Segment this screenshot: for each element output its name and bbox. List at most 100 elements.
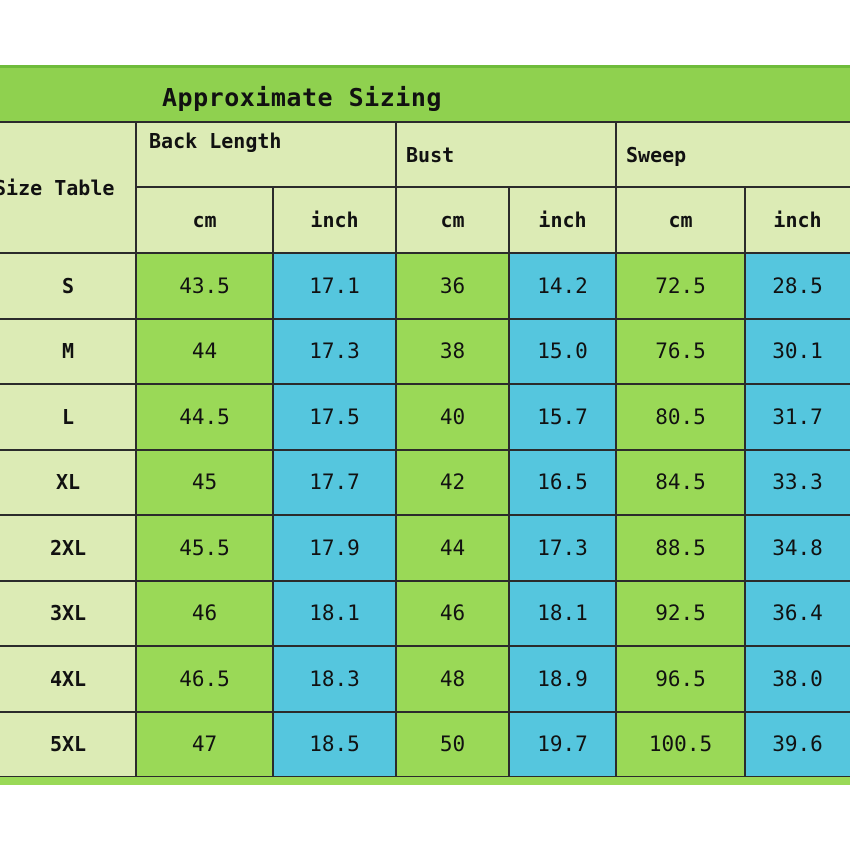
table-cell-text: 36.4 bbox=[772, 601, 823, 626]
bottom-strip bbox=[0, 777, 850, 785]
table-cell: 36.4 bbox=[745, 580, 850, 646]
table-cell: 46 bbox=[396, 580, 509, 646]
table-cell-text: 36 bbox=[439, 273, 466, 298]
table-cell-text: 46 bbox=[439, 601, 466, 626]
title-banner: Approximate Sizing bbox=[0, 65, 850, 123]
unit-header-cm: cm bbox=[616, 187, 745, 253]
size-label: XL bbox=[0, 449, 136, 515]
unit-header-cm-text: cm bbox=[440, 208, 465, 232]
unit-header-cm-text: cm bbox=[668, 208, 693, 232]
table-cell-text: 76.5 bbox=[655, 339, 706, 364]
table-cell: 19.7 bbox=[509, 711, 616, 777]
size-table-corner: Size Table bbox=[0, 123, 136, 253]
table-cell-text: 100.5 bbox=[648, 732, 713, 757]
table-cell: 17.7 bbox=[273, 449, 396, 515]
table-cell: 84.5 bbox=[616, 449, 745, 515]
table-cell: 92.5 bbox=[616, 580, 745, 646]
grid-line-vertical bbox=[744, 187, 746, 785]
table-cell-text: 50 bbox=[439, 732, 466, 757]
table-cell: 43.5 bbox=[136, 253, 273, 319]
group-header-bust-text: Bust bbox=[406, 143, 455, 167]
grid-line-horizontal bbox=[0, 645, 850, 647]
unit-header-inch-text: inch bbox=[773, 208, 822, 232]
table-cell: 18.9 bbox=[509, 646, 616, 712]
unit-header-cm: cm bbox=[136, 187, 273, 253]
grid-line-vertical bbox=[135, 123, 137, 785]
table-cell-text: 15.7 bbox=[537, 404, 588, 429]
table-cell: 30.1 bbox=[745, 318, 850, 384]
table-cell: 17.9 bbox=[273, 515, 396, 581]
size-label-text: 2XL bbox=[49, 535, 87, 560]
table-cell-text: 42 bbox=[439, 470, 466, 495]
grid-line-horizontal bbox=[0, 252, 850, 254]
size-label: 5XL bbox=[0, 711, 136, 777]
size-label: S bbox=[0, 253, 136, 319]
table-cell-text: 15.0 bbox=[537, 339, 588, 364]
unit-header-inch: inch bbox=[509, 187, 616, 253]
group-header-sweep: Sweep bbox=[616, 123, 850, 187]
table-cell: 38.0 bbox=[745, 646, 850, 712]
table-cell-text: 88.5 bbox=[655, 535, 706, 560]
size-label-text: M bbox=[61, 339, 75, 364]
table-cell: 72.5 bbox=[616, 253, 745, 319]
table-cell-text: 17.1 bbox=[309, 273, 360, 298]
size-label: 4XL bbox=[0, 646, 136, 712]
table-cell: 50 bbox=[396, 711, 509, 777]
table-cell-text: 16.5 bbox=[537, 470, 588, 495]
table-cell-text: 33.3 bbox=[772, 470, 823, 495]
table-cell: 44 bbox=[136, 318, 273, 384]
table-cell-text: 18.5 bbox=[309, 732, 360, 757]
table-cell-text: 45 bbox=[191, 470, 218, 495]
size-label: 2XL bbox=[0, 515, 136, 581]
table-cell-text: 44 bbox=[439, 535, 466, 560]
table-cell-text: 14.2 bbox=[537, 273, 588, 298]
group-header-sweep-text: Sweep bbox=[626, 143, 687, 167]
table-cell-text: 80.5 bbox=[655, 404, 706, 429]
table-cell-text: 17.9 bbox=[309, 535, 360, 560]
table-cell-text: 17.3 bbox=[537, 535, 588, 560]
table-cell-text: 17.5 bbox=[309, 404, 360, 429]
table-cell: 31.7 bbox=[745, 384, 850, 450]
table-cell-text: 46.5 bbox=[179, 666, 230, 691]
table-cell-text: 84.5 bbox=[655, 470, 706, 495]
grid-line-horizontal bbox=[0, 579, 850, 582]
grid-line-vertical bbox=[615, 123, 617, 785]
table-cell-text: 45.5 bbox=[179, 535, 230, 560]
size-label-text: 3XL bbox=[49, 601, 87, 626]
table-cell: 46 bbox=[136, 580, 273, 646]
table-cell: 18.1 bbox=[273, 580, 396, 646]
table-cell: 18.3 bbox=[273, 646, 396, 712]
table-cell-text: 19.7 bbox=[537, 732, 588, 757]
table-cell: 18.1 bbox=[509, 580, 616, 646]
table-cell: 17.3 bbox=[509, 515, 616, 581]
table-cell: 100.5 bbox=[616, 711, 745, 777]
table-cell: 17.3 bbox=[273, 318, 396, 384]
table-cell: 17.1 bbox=[273, 253, 396, 319]
unit-header-inch-text: inch bbox=[310, 208, 359, 232]
table-cell-text: 34.8 bbox=[772, 535, 823, 560]
table-cell-text: 43.5 bbox=[179, 273, 230, 298]
table-cell: 44.5 bbox=[136, 384, 273, 450]
table-cell: 80.5 bbox=[616, 384, 745, 450]
table-cell: 14.2 bbox=[509, 253, 616, 319]
unit-header-inch: inch bbox=[745, 187, 850, 253]
table-cell: 46.5 bbox=[136, 646, 273, 712]
group-header-bust: Bust bbox=[396, 123, 616, 187]
size-label-text: 4XL bbox=[49, 666, 87, 691]
table-cell: 16.5 bbox=[509, 449, 616, 515]
size-label: 3XL bbox=[0, 580, 136, 646]
table-cell: 40 bbox=[396, 384, 509, 450]
group-header-back-length-text: Back Length bbox=[149, 129, 282, 153]
table-cell-text: 17.3 bbox=[309, 339, 360, 364]
table-cell-text: 17.7 bbox=[309, 470, 360, 495]
table-cell-text: 92.5 bbox=[655, 601, 706, 626]
table-cell: 48 bbox=[396, 646, 509, 712]
table-cell-text: 44.5 bbox=[179, 404, 230, 429]
table-cell: 17.5 bbox=[273, 384, 396, 450]
table-cell: 18.5 bbox=[273, 711, 396, 777]
unit-header-inch-text: inch bbox=[538, 208, 587, 232]
table-cell-text: 72.5 bbox=[655, 273, 706, 298]
table-cell: 45 bbox=[136, 449, 273, 515]
table-cell: 15.0 bbox=[509, 318, 616, 384]
table-cell-text: 38.0 bbox=[772, 666, 823, 691]
